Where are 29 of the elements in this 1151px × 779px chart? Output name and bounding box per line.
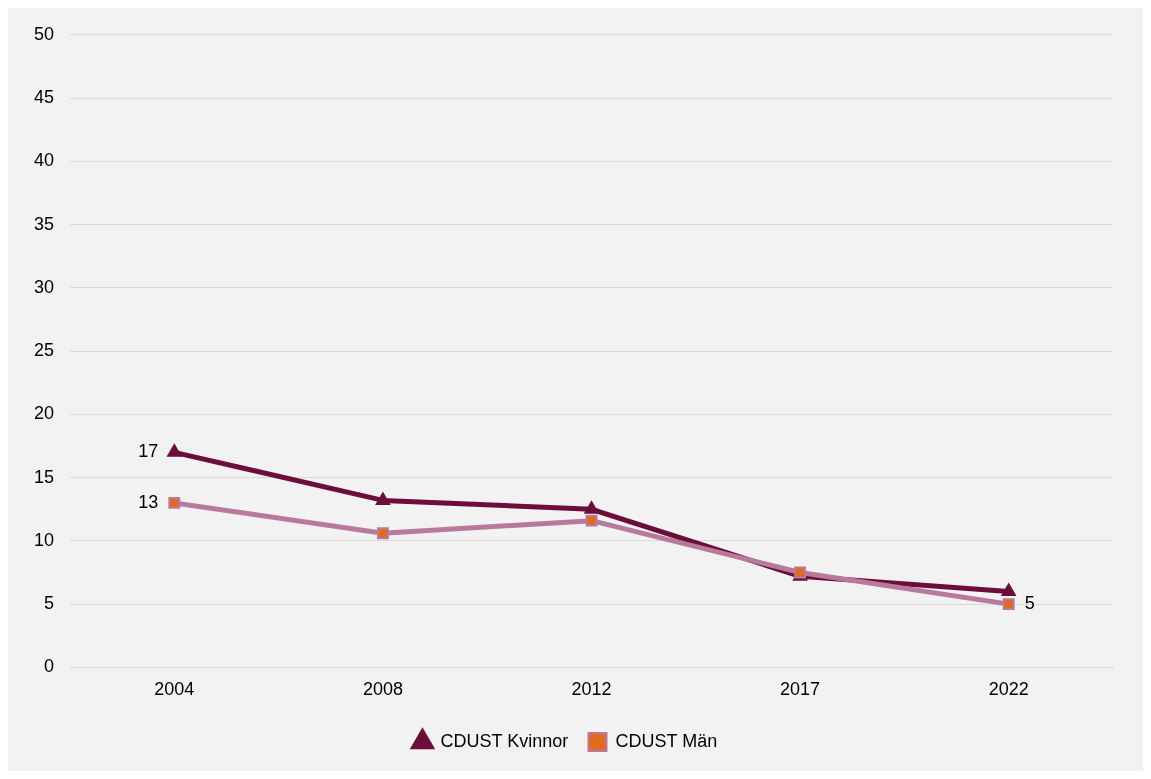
legend-label: CDUST Män	[615, 730, 718, 751]
y-tick-label: 5	[44, 593, 55, 614]
point	[584, 501, 599, 514]
point	[1002, 598, 1015, 611]
y-tick-label: 0	[44, 656, 55, 677]
data-label: 17	[138, 441, 159, 462]
y-tick-label: 30	[33, 276, 55, 297]
point	[376, 527, 389, 540]
y-tick-label: 50	[33, 23, 55, 44]
legend-label: CDUST Kvinnor	[440, 730, 569, 751]
y-tick-label: 45	[33, 87, 55, 108]
y-tick-label: 25	[33, 340, 55, 361]
y-tick-label: 15	[33, 466, 55, 487]
x-tick-label: 2017	[780, 679, 821, 700]
point	[168, 496, 181, 509]
point	[585, 514, 598, 527]
x-tick-label: 2022	[988, 679, 1029, 700]
point	[1001, 583, 1016, 596]
x-tick-label: 2012	[571, 679, 612, 700]
data-label: 13	[138, 491, 159, 512]
y-tick-label: 10	[33, 529, 55, 550]
y-tick-label: 20	[33, 403, 55, 424]
point	[167, 444, 182, 457]
y-tick-label: 35	[33, 213, 55, 234]
x-tick-label: 2004	[154, 679, 195, 700]
x-tick-label: 2008	[362, 679, 403, 700]
data-label: 5	[1024, 593, 1035, 614]
y-tick-label: 40	[33, 150, 55, 171]
point	[375, 492, 390, 505]
